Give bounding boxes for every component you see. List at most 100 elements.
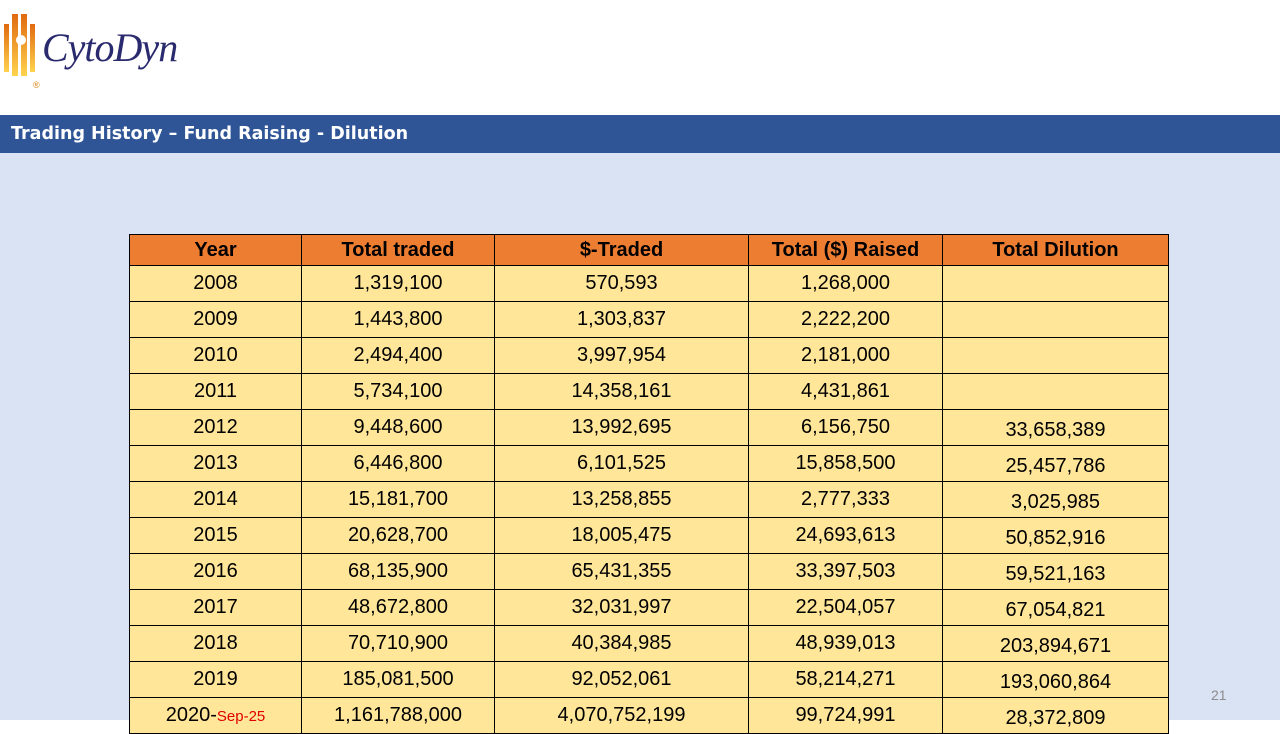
- cell-total-traded: 1,161,788,000: [301, 697, 495, 734]
- cell-dollar-traded: 13,992,695: [494, 409, 749, 446]
- cell-year: 2016: [129, 553, 302, 590]
- table-header-row: Year Total traded $-Traded Total ($) Rai…: [129, 234, 1169, 266]
- cell-total-dilution: 28,372,809: [942, 697, 1169, 734]
- cell-year: 2009: [129, 301, 302, 338]
- cell-total-traded: 68,135,900: [301, 553, 495, 590]
- cell-total-traded: 6,446,800: [301, 445, 495, 482]
- cell-total-dilution: 50,852,916: [942, 517, 1169, 554]
- header-total-traded: Total traded: [301, 234, 495, 266]
- cell-dollar-traded: 3,997,954: [494, 337, 749, 374]
- cell-total-traded: 9,448,600: [301, 409, 495, 446]
- cell-total-dilution: 193,060,864: [942, 661, 1169, 698]
- cell-total-traded: 48,672,800: [301, 589, 495, 626]
- header-year: Year: [129, 234, 302, 266]
- cell-total-dilution: [942, 337, 1169, 374]
- cell-total-dilution: [942, 373, 1169, 410]
- year-value: 2009: [193, 308, 238, 330]
- table-row: 2017 48,672,800 32,031,997 22,504,057 67,054…: [129, 589, 1169, 626]
- cell-year: 2013: [129, 445, 302, 482]
- registered-mark: ®: [33, 80, 40, 90]
- table-row: 2019 185,081,500 92,052,061 58,214,271 193,0…: [129, 661, 1169, 698]
- cell-year: 2020-Sep-25: [129, 697, 302, 734]
- cell-total-traded: 15,181,700: [301, 481, 495, 518]
- table-row: 2014 15,181,700 13,258,855 2,777,333 3,025,9…: [129, 481, 1169, 518]
- cell-dollar-traded: 570,593: [494, 265, 749, 302]
- cell-year: 2014: [129, 481, 302, 518]
- cell-total-traded: 2,494,400: [301, 337, 495, 374]
- cell-total-traded: 1,443,800: [301, 301, 495, 338]
- year-value: 2016: [193, 560, 238, 582]
- cell-dollar-traded: 92,052,061: [494, 661, 749, 698]
- trading-history-table: Year Total traded $-Traded Total ($) Rai…: [129, 234, 1169, 734]
- table-row: 2008 1,319,100 570,593 1,268,000: [129, 265, 1169, 302]
- header-dollar-traded: $-Traded: [494, 234, 749, 266]
- year-value: 2011: [193, 380, 237, 402]
- cell-total-raised: 22,504,057: [748, 589, 943, 626]
- cell-year: 2017: [129, 589, 302, 626]
- cell-total-traded: 185,081,500: [301, 661, 495, 698]
- cell-dollar-traded: 6,101,525: [494, 445, 749, 482]
- cell-total-dilution: 67,054,821: [942, 589, 1169, 626]
- cell-year: 2015: [129, 517, 302, 554]
- cell-dollar-traded: 1,303,837: [494, 301, 749, 338]
- cell-dollar-traded: 4,070,752,199: [494, 697, 749, 734]
- year-value: 2015: [193, 524, 238, 546]
- cell-total-raised: 2,222,200: [748, 301, 943, 338]
- header-total-dilution: Total Dilution: [942, 234, 1169, 266]
- year-value: 2008: [193, 272, 238, 294]
- cell-total-traded: 5,734,100: [301, 373, 495, 410]
- year-value: 2010: [193, 344, 238, 366]
- cell-year: 2008: [129, 265, 302, 302]
- cell-total-raised: 2,777,333: [748, 481, 943, 518]
- year-value: 2014: [193, 488, 238, 510]
- page-number: 21: [1211, 687, 1227, 703]
- year-value: 2019: [193, 668, 238, 690]
- cytodyn-logo: CytoDyn ®: [4, 10, 184, 90]
- table-row: 2015 20,628,700 18,005,475 24,693,613 50,852…: [129, 517, 1169, 554]
- cell-total-dilution: 3,025,985: [942, 481, 1169, 518]
- cell-total-dilution: [942, 265, 1169, 302]
- cell-total-raised: 33,397,503: [748, 553, 943, 590]
- year-date-suffix: Sep-25: [216, 708, 266, 725]
- cell-total-dilution: 25,457,786: [942, 445, 1169, 482]
- cell-total-raised: 2,181,000: [748, 337, 943, 374]
- cell-total-dilution: [942, 301, 1169, 338]
- year-value: 2017: [193, 596, 238, 618]
- table-row: 2018 70,710,900 40,384,985 48,939,013 203,89…: [129, 625, 1169, 662]
- header-total-raised: Total ($) Raised: [748, 234, 943, 266]
- cell-dollar-traded: 65,431,355: [494, 553, 749, 590]
- cell-dollar-traded: 40,384,985: [494, 625, 749, 662]
- cell-year: 2018: [129, 625, 302, 662]
- table-row: 2013 6,446,800 6,101,525 15,858,500 25,457,7…: [129, 445, 1169, 482]
- year-value: 2020-: [165, 704, 217, 726]
- cell-total-raised: 6,156,750: [748, 409, 943, 446]
- cell-total-dilution: 59,521,163: [942, 553, 1169, 590]
- title-bar: Trading History – Fund Raising - Dilutio…: [0, 115, 1280, 153]
- cell-total-raised: 15,858,500: [748, 445, 943, 482]
- cell-dollar-traded: 13,258,855: [494, 481, 749, 518]
- year-value: 2013: [193, 452, 238, 474]
- table-row: 2020-Sep-25 1,161,788,000 4,070,752,199 99,…: [129, 697, 1169, 734]
- table-row: 2010 2,494,400 3,997,954 2,181,000: [129, 337, 1169, 374]
- cell-dollar-traded: 14,358,161: [494, 373, 749, 410]
- brand-name: CytoDyn: [42, 25, 178, 70]
- table-row: 2016 68,135,900 65,431,355 33,397,503 59,521…: [129, 553, 1169, 590]
- cell-total-traded: 20,628,700: [301, 517, 495, 554]
- cell-year: 2010: [129, 337, 302, 374]
- table-row: 2012 9,448,600 13,992,695 6,156,750 33,658,3…: [129, 409, 1169, 446]
- cell-total-dilution: 203,894,671: [942, 625, 1169, 662]
- cell-total-traded: 70,710,900: [301, 625, 495, 662]
- cell-total-raised: 99,724,991: [748, 697, 943, 734]
- table-row: 2011 5,734,100 14,358,161 4,431,861: [129, 373, 1169, 410]
- cell-total-raised: 24,693,613: [748, 517, 943, 554]
- year-value: 2018: [193, 632, 238, 654]
- cell-total-dilution: 33,658,389: [942, 409, 1169, 446]
- cell-total-raised: 4,431,861: [748, 373, 943, 410]
- cell-year: 2019: [129, 661, 302, 698]
- logo-mark-icon: [4, 14, 35, 76]
- cell-total-traded: 1,319,100: [301, 265, 495, 302]
- cell-total-raised: 48,939,013: [748, 625, 943, 662]
- cell-dollar-traded: 18,005,475: [494, 517, 749, 554]
- cell-total-raised: 58,214,271: [748, 661, 943, 698]
- cell-total-raised: 1,268,000: [748, 265, 943, 302]
